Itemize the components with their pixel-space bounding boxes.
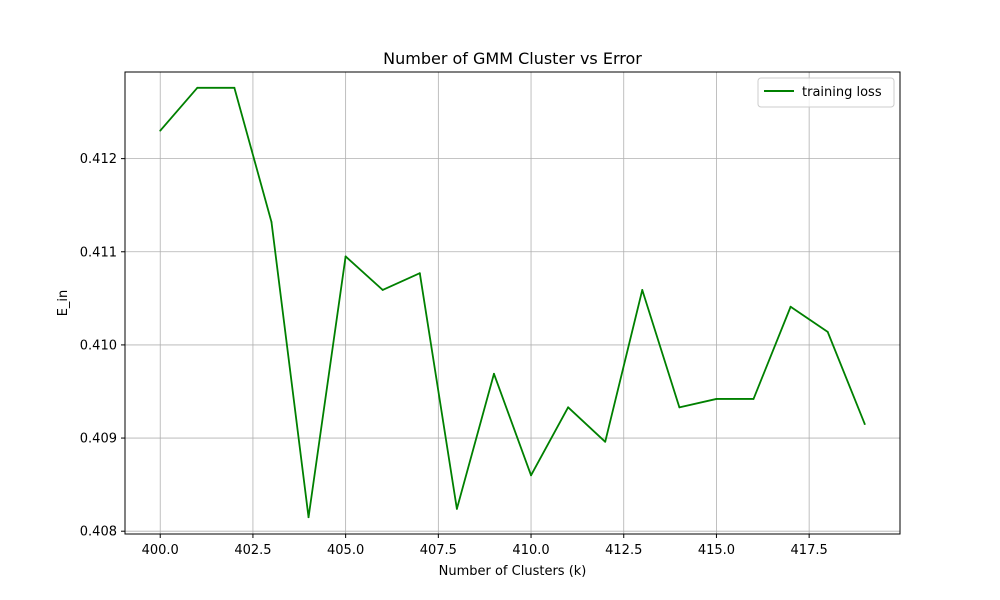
x-tick-label: 405.0 bbox=[327, 543, 364, 558]
y-tick-label: 0.410 bbox=[80, 338, 117, 353]
data-point bbox=[493, 372, 495, 375]
data-point bbox=[233, 86, 236, 89]
data-point bbox=[455, 507, 458, 510]
legend-label-training-loss: training loss bbox=[802, 85, 882, 100]
y-tick-label: 0.409 bbox=[80, 432, 117, 447]
x-axis-label: Number of Clusters (k) bbox=[439, 564, 587, 579]
y-tick-label: 0.408 bbox=[80, 525, 117, 540]
data-point bbox=[789, 305, 792, 308]
x-tick-label: 410.0 bbox=[512, 543, 549, 558]
y-tick-label: 0.412 bbox=[80, 152, 117, 167]
data-point bbox=[863, 423, 866, 425]
axis-ticks: 400.0 402.5 405.0 407.5 410.0 412.5 415.0 417.5… bbox=[80, 152, 828, 558]
data-point bbox=[270, 221, 273, 223]
y-axis-label: E_in bbox=[56, 290, 71, 317]
plot-frame bbox=[124, 71, 901, 535]
legend-box bbox=[757, 77, 895, 108]
y-tick-label: 0.411 bbox=[80, 245, 117, 260]
data-point bbox=[196, 86, 199, 89]
data-point bbox=[752, 398, 755, 400]
x-tick-label: 400.0 bbox=[142, 543, 179, 558]
data-point bbox=[678, 406, 681, 409]
data-point bbox=[604, 440, 607, 443]
x-tick-label: 407.5 bbox=[420, 543, 457, 558]
grid-lines bbox=[125, 72, 900, 534]
x-tick-label: 412.5 bbox=[605, 543, 642, 558]
chart-title: Number of GMM Cluster vs Error bbox=[383, 49, 642, 68]
x-tick-label: 415.0 bbox=[698, 543, 735, 558]
series-line-training-loss bbox=[159, 86, 866, 519]
x-tick-label: 417.5 bbox=[791, 543, 828, 558]
legend: training loss bbox=[757, 77, 895, 108]
data-point bbox=[530, 474, 532, 477]
data-point bbox=[418, 272, 421, 275]
data-point bbox=[641, 289, 644, 291]
data-point bbox=[381, 289, 384, 291]
data-point bbox=[826, 330, 829, 333]
x-tick-label: 402.5 bbox=[234, 543, 271, 558]
data-point bbox=[715, 398, 718, 400]
data-point bbox=[307, 516, 310, 519]
data-point bbox=[159, 129, 162, 132]
data-point bbox=[344, 255, 347, 258]
data-point bbox=[567, 406, 570, 409]
series-layer bbox=[159, 86, 866, 519]
